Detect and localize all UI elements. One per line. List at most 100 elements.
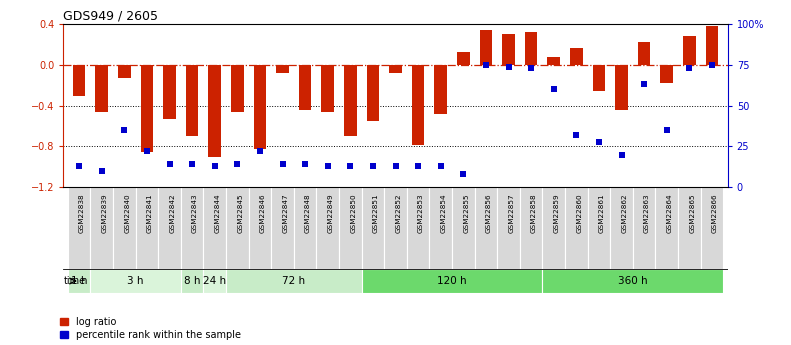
Bar [68, 269, 90, 293]
Bar [276, 65, 289, 73]
Point [479, 62, 492, 68]
Text: GSM22857: GSM22857 [509, 194, 514, 233]
Text: GSM22839: GSM22839 [102, 194, 108, 233]
Bar [118, 65, 131, 78]
Point [706, 62, 718, 68]
Text: GSM22842: GSM22842 [169, 194, 176, 233]
Point [683, 66, 695, 71]
Bar [254, 65, 266, 148]
Point [615, 152, 628, 157]
Bar [68, 187, 90, 269]
Text: GSM22855: GSM22855 [464, 194, 469, 233]
Text: GSM22864: GSM22864 [667, 194, 672, 233]
Bar [525, 32, 537, 65]
Text: GSM22847: GSM22847 [282, 194, 289, 233]
Text: GSM22846: GSM22846 [260, 194, 266, 233]
Bar [163, 65, 176, 119]
Bar [367, 65, 379, 121]
Bar [226, 187, 248, 269]
Text: GSM22853: GSM22853 [418, 194, 424, 233]
Point [254, 149, 267, 154]
Bar [475, 187, 498, 269]
Bar [656, 187, 678, 269]
Text: GDS949 / 2605: GDS949 / 2605 [63, 10, 158, 23]
Point [389, 163, 402, 169]
Bar [588, 187, 610, 269]
Text: 24 h: 24 h [203, 276, 226, 286]
Bar [615, 65, 628, 110]
Bar [226, 269, 361, 293]
Text: GSM22838: GSM22838 [79, 194, 85, 233]
Bar [344, 65, 357, 136]
Point [73, 163, 85, 169]
Point [412, 163, 425, 169]
Bar [565, 187, 588, 269]
Text: GSM22860: GSM22860 [577, 194, 582, 233]
Bar [361, 269, 543, 293]
Point [457, 171, 470, 177]
Point [321, 163, 334, 169]
Bar [271, 187, 293, 269]
Text: GSM22845: GSM22845 [237, 194, 244, 233]
Bar [73, 65, 85, 96]
Point [366, 163, 379, 169]
Text: GSM22854: GSM22854 [441, 194, 447, 233]
Text: time: time [64, 276, 86, 286]
Bar [321, 65, 334, 112]
Bar [610, 187, 633, 269]
Point [276, 162, 289, 167]
Bar [209, 65, 221, 157]
Point [118, 127, 131, 133]
Bar [316, 187, 339, 269]
Bar [452, 187, 475, 269]
Point [434, 163, 447, 169]
Point [660, 127, 673, 133]
Bar [186, 65, 199, 136]
Text: 120 h: 120 h [437, 276, 467, 286]
Text: GSM22861: GSM22861 [599, 194, 605, 233]
Text: GSM22866: GSM22866 [712, 194, 718, 233]
Bar [181, 269, 203, 293]
Bar [701, 187, 723, 269]
Text: 72 h: 72 h [282, 276, 305, 286]
Text: GSM22840: GSM22840 [124, 194, 131, 233]
Bar [181, 187, 203, 269]
Bar [633, 187, 656, 269]
Bar [430, 187, 452, 269]
Bar [407, 187, 430, 269]
Bar [90, 269, 181, 293]
Bar [683, 36, 695, 65]
Bar [141, 65, 153, 151]
Text: GSM22863: GSM22863 [644, 194, 650, 233]
Bar [638, 42, 650, 65]
Text: GSM22841: GSM22841 [147, 194, 153, 233]
Text: GSM22844: GSM22844 [214, 194, 221, 233]
Bar [96, 65, 108, 112]
Text: GSM22852: GSM22852 [396, 194, 402, 233]
Bar [570, 48, 582, 65]
Text: GSM22862: GSM22862 [622, 194, 627, 233]
Point [186, 162, 199, 167]
Bar [203, 269, 226, 293]
Text: GSM22843: GSM22843 [192, 194, 198, 233]
Bar [592, 65, 605, 91]
Bar [520, 187, 543, 269]
Text: GSM22850: GSM22850 [350, 194, 356, 233]
Bar [293, 187, 316, 269]
Bar [361, 187, 384, 269]
Bar [135, 187, 158, 269]
Point [299, 162, 312, 167]
Text: GSM22858: GSM22858 [531, 194, 537, 233]
Bar [158, 187, 181, 269]
Text: GSM22859: GSM22859 [554, 194, 560, 233]
Bar [502, 34, 515, 65]
Bar [203, 187, 226, 269]
Point [570, 132, 583, 138]
Point [141, 149, 153, 154]
Text: 8 h: 8 h [184, 276, 200, 286]
Point [524, 66, 537, 71]
Text: GSM22849: GSM22849 [327, 194, 334, 233]
Text: GSM22856: GSM22856 [486, 194, 492, 233]
Bar [113, 187, 135, 269]
Point [208, 163, 221, 169]
